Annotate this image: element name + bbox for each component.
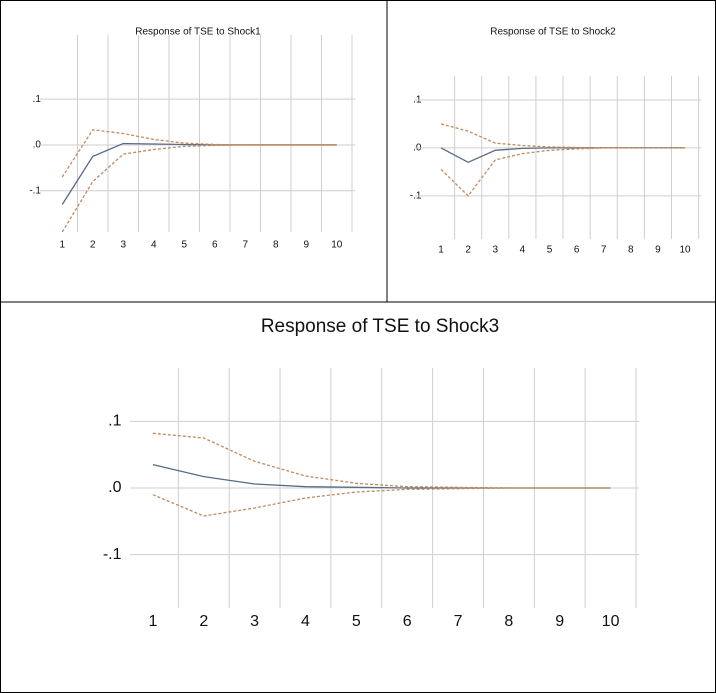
x-tick-label: 3 (492, 245, 498, 256)
series-line (440, 147, 686, 197)
series-line (61, 144, 337, 233)
x-tick-label: 4 (151, 240, 157, 251)
x-tick-label: 7 (454, 613, 463, 630)
x-tick-label: 2 (199, 613, 208, 630)
x-tick-label: 8 (504, 613, 513, 630)
series-line (152, 487, 611, 517)
chart-title: Response of TSE to Shock3 (261, 316, 499, 337)
y-tick-label: -.1 (29, 185, 41, 196)
x-tick-label: 6 (212, 240, 218, 251)
x-tick-label: 10 (331, 240, 343, 251)
x-tick-label: 10 (679, 245, 691, 256)
x-tick-label: 8 (628, 245, 634, 256)
x-tick-label: 9 (655, 245, 661, 256)
y-tick-label: .1 (33, 94, 42, 105)
x-tick-label: 7 (601, 245, 607, 256)
x-tick-label: 6 (403, 613, 412, 630)
x-tick-label: 9 (303, 240, 309, 251)
x-tick-label: 8 (273, 240, 279, 251)
x-tick-label: 7 (242, 240, 248, 251)
x-tick-label: 4 (301, 613, 310, 630)
x-tick-label: 1 (59, 240, 65, 251)
x-tick-label: 6 (574, 245, 580, 256)
x-tick-label: 2 (465, 245, 471, 256)
series-line (61, 129, 337, 178)
x-tick-label: 2 (90, 240, 96, 251)
x-tick-label: 1 (438, 245, 444, 256)
y-tick-label: .0 (33, 140, 42, 151)
x-tick-label: 5 (547, 245, 553, 256)
x-tick-label: 9 (555, 613, 564, 630)
x-tick-label: 5 (352, 613, 361, 630)
x-tick-label: 3 (250, 613, 259, 630)
y-tick-label: .1 (108, 413, 121, 430)
x-tick-label: 5 (181, 240, 187, 251)
x-tick-label: 3 (120, 240, 126, 251)
y-tick-label: .0 (108, 479, 121, 496)
chart-title: Response of TSE to Shock2 (490, 27, 616, 38)
x-tick-label: 10 (602, 613, 620, 630)
x-tick-label: 1 (148, 613, 157, 630)
series-line (152, 432, 611, 489)
y-tick-label: -.1 (103, 546, 122, 563)
chart-title: Response of TSE to Shock1 (135, 27, 261, 38)
x-tick-label: 4 (520, 245, 526, 256)
